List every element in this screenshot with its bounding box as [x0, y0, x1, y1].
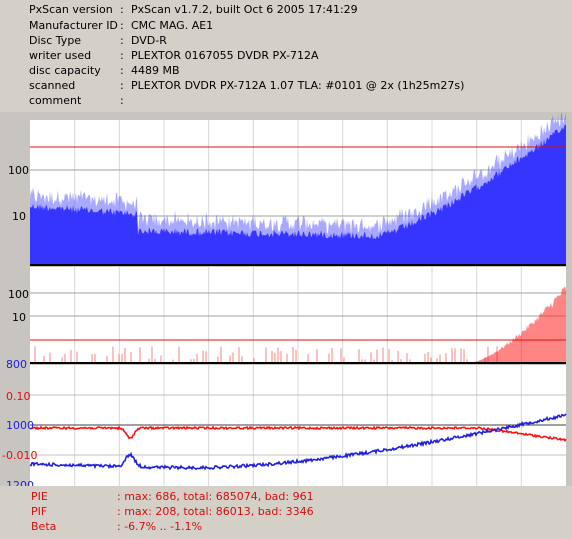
info-separator: :: [120, 79, 124, 92]
info-separator: :: [120, 34, 124, 47]
jitter-tick-1000: 1000: [6, 419, 34, 432]
info-separator: :: [120, 64, 124, 77]
pif-vertical-grid: [74, 267, 522, 363]
pie-panel: 100 10: [8, 112, 566, 266]
scan-info-panel: PxScan version : PxScan v1.7.2, built Oc…: [0, 0, 572, 112]
info-separator: :: [120, 3, 124, 16]
legend-label: PIF: [31, 505, 48, 518]
legend-value: : max: 208, total: 86013, bad: 3346: [117, 505, 314, 518]
info-label: PxScan version: [29, 3, 113, 16]
info-label: writer used: [29, 49, 92, 62]
jitter-tick-1200: 1200: [6, 479, 34, 486]
legend-label: Beta: [31, 520, 57, 533]
graphs-area: 100 10 100 10: [0, 112, 572, 492]
jitter-curve: [29, 413, 567, 471]
pif-error-area: [470, 286, 566, 363]
info-value: PxScan v1.7.2, built Oct 6 2005 17:41:29: [131, 3, 358, 16]
graphs-svg: 100 10 100 10: [2, 112, 567, 492]
pif-tick-100: 100: [8, 288, 29, 301]
beta-tick-010: 0.10: [6, 390, 31, 403]
info-value: DVD-R: [131, 34, 167, 47]
info-label: Disc Type: [29, 34, 82, 47]
legend-label: PIE: [31, 490, 48, 503]
legend-value: : -6.7% .. -1.1%: [117, 520, 203, 533]
info-label: comment: [29, 94, 82, 107]
info-label: Manufacturer ID: [29, 19, 118, 32]
pie-tick-10: 10: [12, 210, 26, 223]
info-value: CMC MAG. AE1: [131, 19, 214, 32]
info-separator: :: [120, 94, 124, 107]
info-label: scanned: [29, 79, 76, 92]
pie-tick-100: 100: [8, 164, 29, 177]
pif-panel: 100 10: [8, 267, 566, 364]
info-value: 4489 MB: [131, 64, 180, 77]
info-label: disc capacity: [29, 64, 101, 77]
legend-value: : max: 686, total: 685074, bad: 961: [117, 490, 314, 503]
info-separator: :: [120, 49, 124, 62]
pif-tick-10: 10: [12, 311, 26, 324]
info-separator: :: [120, 19, 124, 32]
pie-error-spikes: [30, 112, 566, 265]
jitter-tick-800: 800: [6, 358, 27, 371]
info-value: PLEXTOR DVDR PX-712A 1.07 TLA: #0101 @ 2…: [131, 79, 465, 92]
info-value: PLEXTOR 0167055 DVDR PX-712A: [131, 49, 319, 62]
legend-panel: PIE : max: 686, total: 685074, bad: 961 …: [0, 486, 572, 539]
beta-tick-minus-010: -0.010: [2, 449, 37, 462]
jitter-beta-panel: 800 1000 1200 0.10 -0.010: [2, 358, 567, 492]
beta-curve: [29, 425, 567, 443]
